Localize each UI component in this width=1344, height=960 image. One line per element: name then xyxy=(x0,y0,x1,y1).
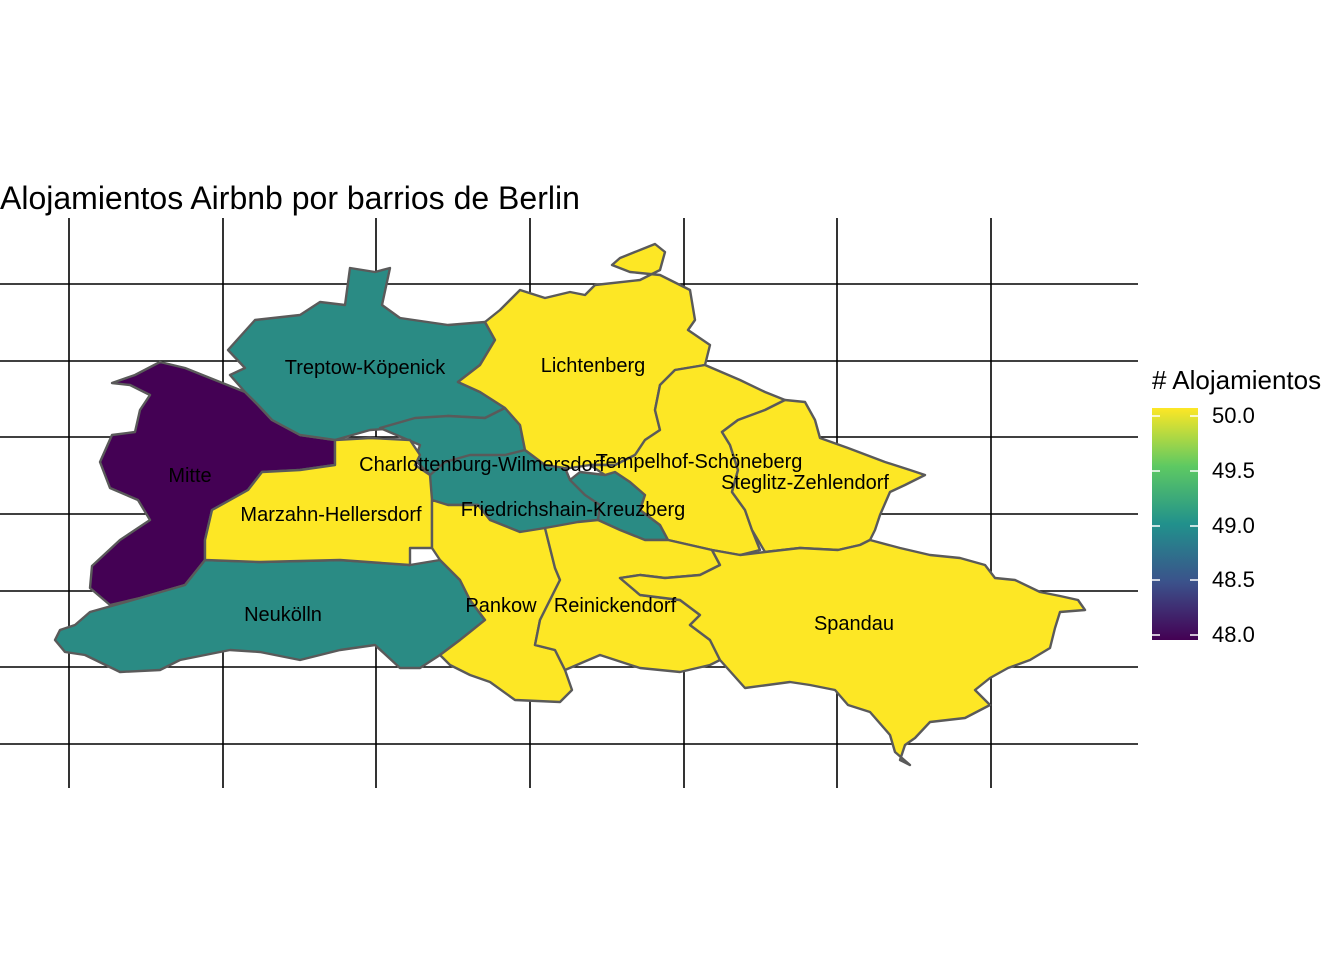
label-lichtenberg: Lichtenberg xyxy=(541,355,646,377)
label-neukoelln: Neukölln xyxy=(244,604,322,626)
map-title: Alojamientos Airbnb por barrios de Berli… xyxy=(0,180,580,216)
legend-tick-label: 49.5 xyxy=(1212,458,1255,483)
districts xyxy=(53,242,1087,767)
district-treptow-koepenick[interactable] xyxy=(226,266,507,442)
label-pankow: Pankow xyxy=(465,595,537,617)
label-marzahn-hellersdorf: Marzahn-Hellersdorf xyxy=(240,504,422,526)
legend-colorbar xyxy=(1152,408,1198,640)
label-reinickendorf: Reinickendorf xyxy=(554,595,677,617)
legend-gradient-bar xyxy=(1152,408,1198,640)
label-treptow-koepenick: Treptow-Köpenick xyxy=(285,357,446,379)
label-steglitz-zehlendorf: Steglitz-Zehlendorf xyxy=(721,472,889,494)
legend-title: # Alojamientos xyxy=(1152,365,1322,395)
label-tempelhof-schoeneberg: Tempelhof-Schöneberg xyxy=(596,451,803,473)
label-spandau: Spandau xyxy=(814,613,894,635)
district-marzahn-hellersdorf[interactable] xyxy=(203,436,434,567)
label-friedrichshain-kreuzberg: Friedrichshain-Kreuzberg xyxy=(461,499,686,521)
district-pankow[interactable] xyxy=(430,498,574,704)
legend-tick-label: 48.5 xyxy=(1212,567,1255,592)
district-labels: Mitte Treptow-Köpenick Charlottenburg-Wi… xyxy=(168,355,894,635)
legend-tick-label: 49.0 xyxy=(1212,513,1255,538)
district-spandau[interactable] xyxy=(618,538,1087,767)
label-mitte: Mitte xyxy=(168,465,211,487)
legend-tick-label: 48.0 xyxy=(1212,622,1255,647)
label-charlottenburg-wilmersdorf: Charlottenburg-Wilmersdorf xyxy=(359,454,605,476)
legend-tick-label: 50.0 xyxy=(1212,403,1255,428)
district-lichtenberg[interactable] xyxy=(456,242,712,470)
